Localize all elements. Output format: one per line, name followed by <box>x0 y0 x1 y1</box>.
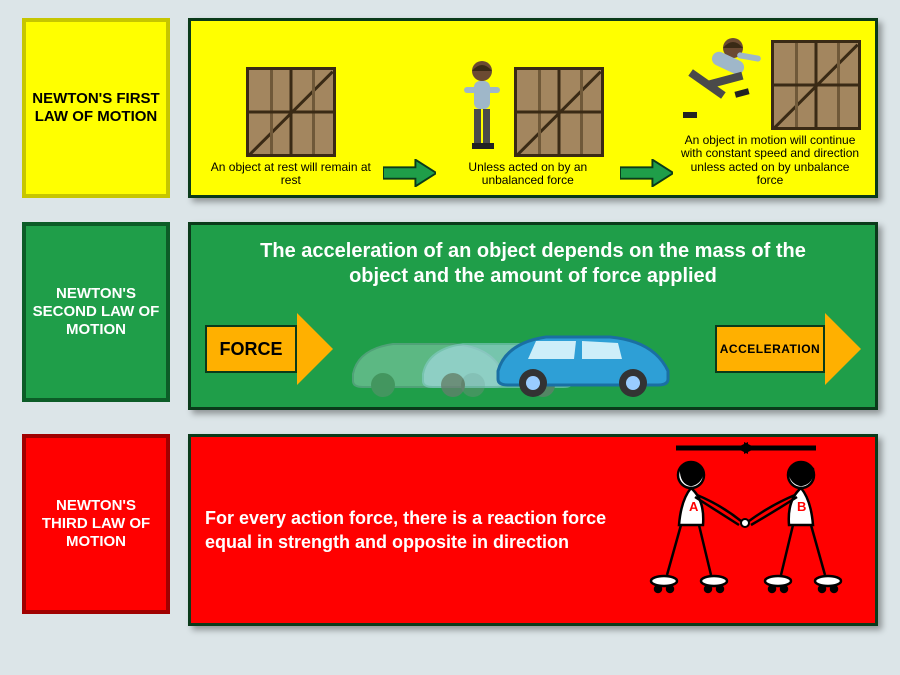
first-law-row: NEWTON'S FIRST LAW OF MOTION An object a… <box>22 18 878 198</box>
skaters-graphic: A B <box>631 445 861 615</box>
first-law-cell-3: An object in motion will continue with c… <box>679 30 861 187</box>
first-law-cell-2: Unless acted on by an unbalanced force <box>442 57 614 187</box>
car-icon <box>488 311 678 399</box>
first-law-cell-1: An object at rest will remain at rest <box>205 67 377 187</box>
skater-b-label: B <box>797 499 806 514</box>
crate-icon <box>771 40 861 130</box>
arrow-icon <box>383 159 436 187</box>
first-law-caption-3: An object in motion will continue with c… <box>680 134 860 187</box>
first-law-panel: An object at rest will remain at rest <box>188 18 878 198</box>
second-law-panel: The acceleration of an object depends on… <box>188 222 878 410</box>
person-pushing-icon <box>452 57 512 157</box>
acceleration-arrow: ACCELERATION <box>715 313 861 385</box>
third-law-text: For every action force, there is a react… <box>205 506 621 555</box>
second-law-label-text: NEWTON'S SECOND LAW OF MOTION <box>32 285 160 339</box>
first-law-caption-2: Unless acted on by an unbalanced force <box>442 161 614 187</box>
third-law-panel: For every action force, there is a react… <box>188 434 878 626</box>
first-law-caption-1: An object at rest will remain at rest <box>205 161 377 187</box>
crate-icon <box>246 67 336 157</box>
arrow-icon <box>620 159 673 187</box>
skaters-icon: A B <box>631 445 861 615</box>
force-arrow: FORCE <box>205 313 333 385</box>
first-law-label-text: NEWTON'S FIRST LAW OF MOTION <box>32 90 160 126</box>
acceleration-arrow-label: ACCELERATION <box>715 325 825 373</box>
person-leaning-icon <box>679 30 769 130</box>
second-law-mid: FORCE <box>205 299 861 399</box>
first-law-scene: An object at rest will remain at rest <box>205 29 861 187</box>
second-law-label: NEWTON'S SECOND LAW OF MOTION <box>22 222 170 402</box>
cars-graphic <box>343 299 705 399</box>
first-law-label: NEWTON'S FIRST LAW OF MOTION <box>22 18 170 198</box>
second-law-row: NEWTON'S SECOND LAW OF MOTION The accele… <box>22 222 878 410</box>
force-arrow-label: FORCE <box>205 325 297 373</box>
third-law-label: NEWTON'S THIRD LAW OF MOTION <box>22 434 170 614</box>
second-law-headline: The acceleration of an object depends on… <box>205 233 861 299</box>
skater-a-label: A <box>689 499 699 514</box>
opposing-arrows-icon <box>666 441 826 455</box>
third-law-label-text: NEWTON'S THIRD LAW OF MOTION <box>32 497 160 551</box>
crate-icon <box>514 67 604 157</box>
third-law-row: NEWTON'S THIRD LAW OF MOTION For every a… <box>22 434 878 626</box>
